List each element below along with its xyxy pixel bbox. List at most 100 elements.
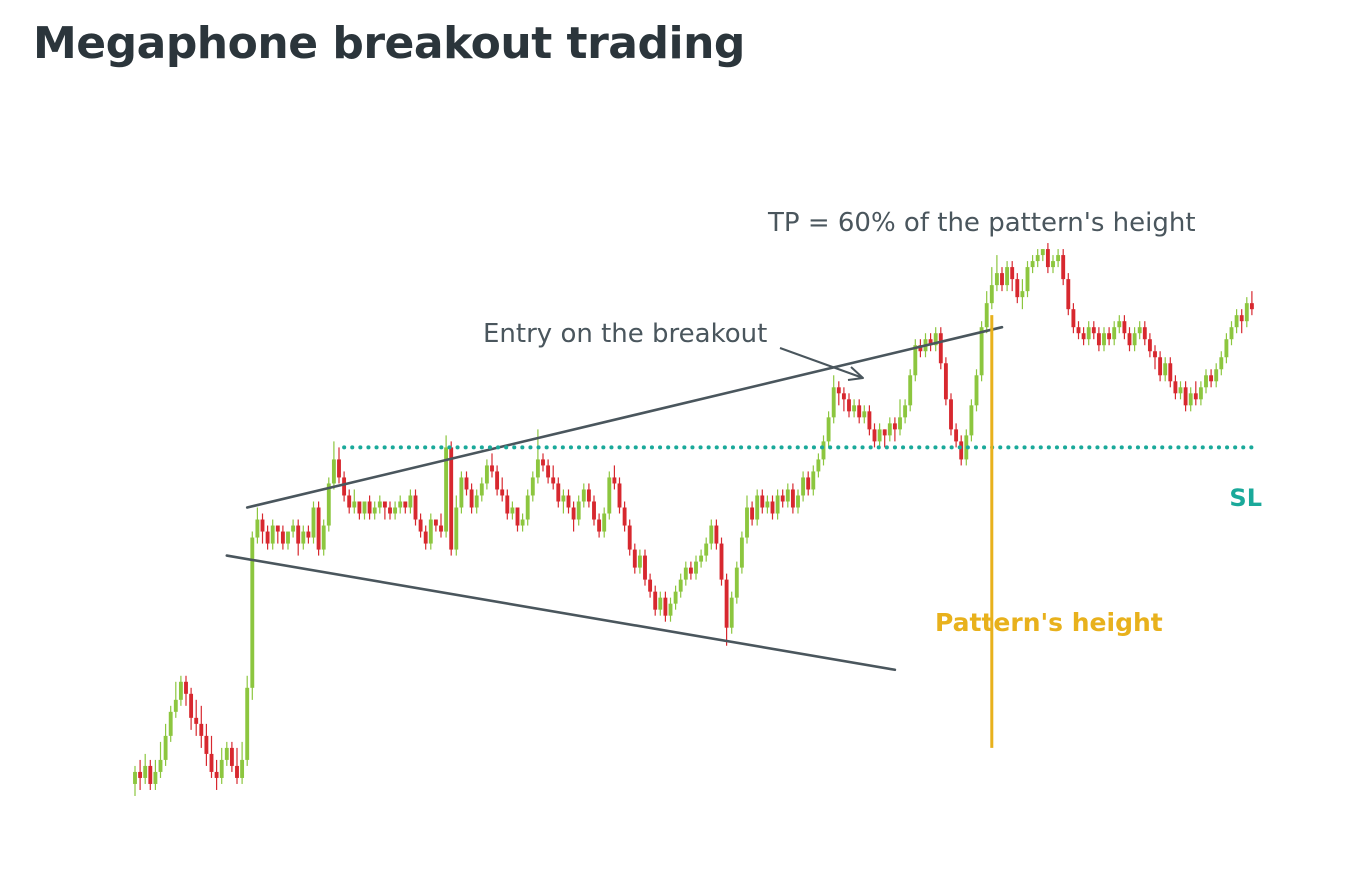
entry-annotation: Entry on the breakout (483, 319, 767, 349)
candle-body-146 (877, 429, 882, 442)
candle-body-87 (576, 501, 581, 520)
candle-body-181 (1056, 255, 1061, 262)
candle-body-82 (551, 477, 556, 484)
candle-body-202 (1163, 363, 1168, 376)
candle-body-217 (1239, 315, 1244, 322)
candle-body-147 (882, 429, 887, 436)
candle-body-77 (525, 495, 530, 520)
candle-body-164 (969, 405, 974, 436)
candle-body-79 (535, 459, 540, 478)
candle-body-143 (862, 411, 867, 418)
candle-body-218 (1244, 303, 1249, 322)
candle-body-149 (892, 423, 897, 430)
candle-body-103 (658, 597, 663, 610)
candle-body-3 (148, 765, 153, 784)
candle-body-142 (857, 405, 862, 418)
candle-body-94 (612, 477, 617, 484)
candle-body-53 (403, 501, 408, 508)
candle-body-215 (1229, 327, 1234, 340)
candle-body-44 (357, 501, 362, 514)
candle-body-102 (653, 591, 658, 610)
candle-body-12 (194, 717, 199, 724)
candle-body-165 (974, 375, 979, 406)
candle-body-11 (189, 693, 194, 718)
candle-body-108 (683, 567, 688, 580)
candle-body-213 (1219, 357, 1224, 370)
candle-body-139 (841, 393, 846, 400)
candle-body-59 (433, 519, 438, 526)
candle-body-150 (898, 417, 902, 430)
sl-label: SL (1229, 484, 1262, 512)
candle-body-19 (229, 747, 234, 766)
candle-body-148 (887, 423, 892, 436)
candle-body-127 (780, 495, 785, 502)
candle-body-68 (479, 483, 484, 496)
candle-body-216 (1234, 315, 1239, 328)
candle-body-50 (388, 507, 392, 514)
candle-body-191 (1107, 333, 1112, 340)
candle-body-4 (153, 771, 158, 784)
candle-body-39 (331, 459, 336, 484)
candle-body-40 (337, 459, 341, 478)
candle-body-112 (704, 543, 709, 556)
candle-body-49 (382, 501, 387, 508)
candle-body-22 (245, 687, 250, 760)
candle-body-185 (1076, 327, 1081, 334)
candle-body-72 (500, 489, 505, 496)
candle-body-174 (1020, 291, 1025, 298)
candle-body-85 (566, 495, 571, 508)
candle-body-129 (790, 489, 795, 508)
candle-body-168 (989, 285, 994, 304)
candle-body-0 (133, 771, 137, 784)
candle-body-195 (1127, 333, 1132, 346)
candle-body-145 (872, 429, 877, 442)
candle-body-14 (204, 735, 209, 754)
candle-body-123 (760, 495, 765, 508)
candle-body-29 (280, 531, 285, 544)
candle-body-81 (546, 465, 551, 478)
candle-body-63 (454, 507, 459, 550)
candle-body-10 (184, 681, 188, 694)
candle-body-107 (678, 579, 683, 592)
candle-body-56 (418, 519, 423, 532)
candle-body-15 (209, 753, 214, 772)
candle-body-136 (826, 417, 831, 442)
candle-body-78 (530, 477, 535, 496)
candle-body-55 (413, 495, 418, 520)
candle-body-199 (1147, 339, 1152, 352)
candle-body-203 (1168, 363, 1173, 382)
candle-body-48 (377, 501, 382, 508)
candle-body-36 (316, 507, 321, 550)
candle-body-5 (158, 759, 163, 772)
candle-body-32 (296, 525, 301, 544)
candle-body-84 (561, 495, 566, 502)
candle-body-24 (255, 519, 260, 538)
candle-body-64 (459, 477, 464, 508)
candle-body-26 (265, 531, 270, 544)
candle-body-172 (1010, 267, 1015, 280)
candle-body-153 (913, 345, 918, 376)
candle-body-219 (1249, 303, 1254, 310)
candle-body-114 (714, 525, 719, 544)
candle-body-9 (178, 681, 183, 700)
candle-body-137 (831, 387, 836, 418)
candle-body-37 (321, 525, 326, 550)
candle-body-200 (1153, 351, 1157, 358)
candle-body-20 (235, 765, 239, 778)
candle-body-43 (352, 501, 357, 508)
candle-body-204 (1173, 381, 1178, 394)
candle-body-27 (270, 525, 275, 544)
candle-body-60 (439, 525, 443, 532)
candle-body-110 (694, 561, 698, 574)
candle-body-135 (821, 441, 826, 460)
candles-group (133, 243, 1254, 796)
candle-body-159 (943, 363, 948, 400)
candle-body-73 (505, 495, 510, 514)
candle-body-156 (928, 339, 933, 346)
candle-body-109 (688, 567, 693, 574)
candle-body-65 (464, 477, 469, 490)
candle-body-176 (1030, 261, 1035, 268)
candle-body-113 (709, 525, 714, 544)
candle-body-154 (918, 345, 923, 352)
candle-body-121 (750, 507, 755, 520)
